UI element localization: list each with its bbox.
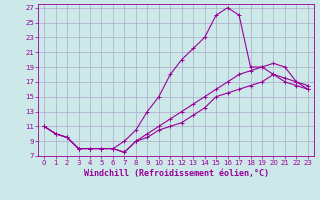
X-axis label: Windchill (Refroidissement éolien,°C): Windchill (Refroidissement éolien,°C) [84,169,268,178]
